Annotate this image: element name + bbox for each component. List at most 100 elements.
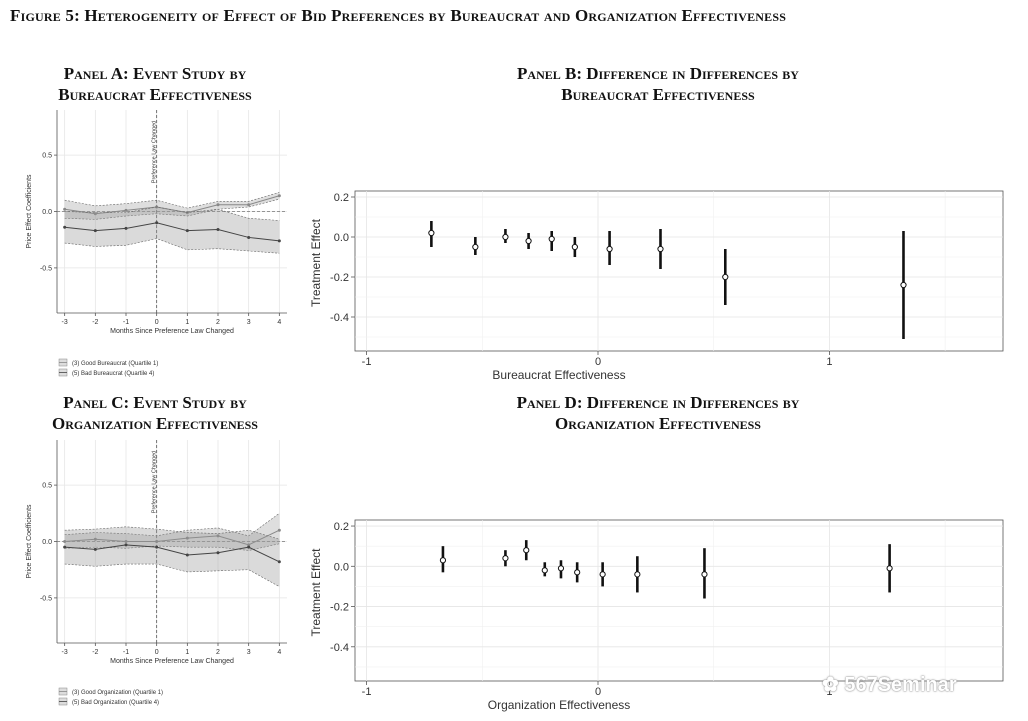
panel_c-band-edge-0 — [64, 543, 280, 551]
panel_a-x-tick-label: -1 — [123, 319, 129, 326]
panel_a-point — [63, 207, 67, 211]
panel_d-y-tick-label: -0.2 — [330, 602, 349, 614]
panel_a-point — [93, 212, 97, 216]
panel_d-x-tick-label: 1 — [826, 686, 832, 698]
panel_d-point — [701, 571, 708, 578]
panel_d-x-tick-label: -1 — [362, 686, 372, 698]
panel_c-point — [247, 543, 251, 547]
panel_b-x-axis-label: Bureaucrat Effectiveness — [492, 368, 625, 382]
panel_b-y-tick-label: 0.0 — [334, 232, 349, 244]
panel_a-series-line-1 — [64, 222, 280, 242]
panel_c-x-tick-label: -3 — [62, 649, 68, 656]
panel_c-point — [247, 545, 251, 549]
panel_b-x-tick-label: -1 — [362, 356, 372, 368]
panel_a-x-tick-label: 4 — [277, 319, 281, 326]
panel_b-y-tick-label: 0.2 — [334, 192, 349, 204]
panel_c-point — [277, 560, 281, 564]
panel-d-title: Panel D: Difference in Differences by Or… — [430, 392, 886, 434]
panel_c-band-1 — [64, 526, 280, 587]
panel_d-y-axis-label: Treatment Effect — [309, 548, 323, 637]
panel_c-point — [185, 536, 189, 540]
panel_b-point — [657, 245, 664, 253]
panel_a-point — [277, 194, 281, 198]
panel_b-point — [571, 243, 578, 251]
panel_d-point — [599, 571, 606, 578]
panel_a-y-tick-label: 0.0 — [42, 209, 52, 216]
panel_b-plot-area — [354, 190, 1004, 352]
panel_d-point — [634, 571, 641, 578]
panel_d-point — [886, 565, 893, 572]
panel_a-point — [124, 208, 128, 212]
panel_c-x-axis-label: Months Since Preference Law Changed — [110, 658, 234, 665]
panel_c-series-line-0 — [64, 529, 280, 546]
panel-b-title: Panel B: Difference in Differences by Bu… — [430, 63, 886, 105]
panel_c-point — [63, 545, 67, 549]
panel_c-point — [124, 543, 128, 547]
panel_c-point — [185, 553, 189, 557]
panel-b-title-line2: Bureaucrat Effectiveness — [561, 85, 755, 104]
panel_a-point — [63, 225, 67, 229]
panel_a-band-1 — [64, 206, 280, 254]
panel-b-title-line1: Panel B: Difference in Differences by — [517, 64, 799, 83]
panel_b-y-tick-label: -0.2 — [330, 272, 349, 284]
panel_c-y-axis-label: Price Effect Coefficients — [26, 504, 33, 579]
panel-c-title: Panel C: Event Study by Organization Eff… — [10, 392, 300, 434]
panel_a-x-tick-label: 0 — [155, 319, 159, 326]
panel_b-y-tick-label: -0.4 — [330, 312, 349, 324]
panel_d-plot-area — [354, 519, 1004, 682]
panel_a-point — [155, 221, 159, 225]
panel_a-y-tick-label: 0.5 — [42, 153, 52, 160]
panel_a-point — [277, 239, 281, 243]
panel_a-legend-label: (3) Good Bureaucrat (Quartile 1) — [72, 361, 158, 367]
panel-a-title: Panel A: Event Study by Bureaucrat Effec… — [10, 63, 300, 105]
panel_d-point — [574, 569, 581, 576]
panel_c-legend-label: (5) Bad Organization (Quartile 4) — [72, 700, 159, 706]
panel_c-event-line-label: Preference Law Changed — [152, 451, 158, 513]
panel_a-x-tick-label: 1 — [185, 319, 189, 326]
panel_d-y-tick-label: 0.0 — [334, 561, 349, 573]
panel_a-band-edge-1 — [64, 206, 280, 221]
panel-a-title-line1: Panel A: Event Study by — [63, 64, 247, 83]
panel_c-x-tick-label: 1 — [185, 649, 189, 656]
panel_c-x-tick-label: -1 — [123, 649, 129, 656]
panel_d-point — [502, 555, 509, 562]
panel_c-legend-label: (3) Good Organization (Quartile 1) — [72, 690, 163, 696]
panel_a-x-tick-label: -3 — [62, 319, 68, 326]
panel-d-title-line1: Panel D: Difference in Differences by — [516, 393, 800, 412]
panel_c-point — [63, 540, 67, 543]
panel_c-y-tick-label: 0.0 — [42, 539, 52, 546]
panel-a-title-line2: Bureaucrat Effectiveness — [58, 85, 252, 104]
panel_a-legend-label: (5) Bad Bureaucrat (Quartile 4) — [72, 371, 154, 377]
panel_b-x-tick-label: 1 — [826, 356, 832, 368]
panel_c-point — [93, 547, 97, 551]
panel_a-point — [247, 203, 251, 207]
panel_a-point — [185, 229, 189, 233]
figure-title: Figure 5: Heterogeneity of Effect of Bid… — [10, 6, 787, 25]
panel_a-point — [247, 235, 251, 239]
panel_c-band-edge-1 — [64, 526, 280, 540]
panel_c-x-tick-label: 2 — [216, 649, 220, 656]
panel_d-x-axis-label: Organization Effectiveness — [488, 698, 631, 712]
panel_d-point — [557, 565, 565, 572]
panel_a-point — [124, 226, 128, 230]
panel_a-point — [216, 203, 220, 207]
panel-d-title-line2: Organization Effectiveness — [555, 414, 761, 433]
panel_d-y-tick-label: 0.2 — [334, 521, 349, 533]
panel_d-point — [541, 567, 548, 574]
panel_d-y-tick-label: -0.4 — [330, 642, 349, 654]
panel_b-point — [606, 245, 613, 253]
panel_b-point — [502, 233, 509, 241]
panel_c-point — [155, 540, 159, 543]
panel_a-event-line-label: Preference Law Changed — [152, 121, 158, 183]
panel_b-point — [900, 281, 907, 289]
panel-c-title-line1: Panel C: Event Study by — [63, 393, 247, 412]
panel_b-point — [722, 273, 729, 281]
panel-c-title-line2: Organization Effectiveness — [52, 414, 258, 433]
panel_c-x-tick-label: -2 — [92, 649, 98, 656]
panel_a-x-tick-label: 2 — [216, 319, 220, 326]
panel_c-point — [93, 537, 97, 541]
panel_a-x-tick-label: -2 — [92, 319, 98, 326]
panel_c-x-tick-label: 0 — [155, 649, 159, 656]
panel_c-point — [124, 540, 128, 543]
